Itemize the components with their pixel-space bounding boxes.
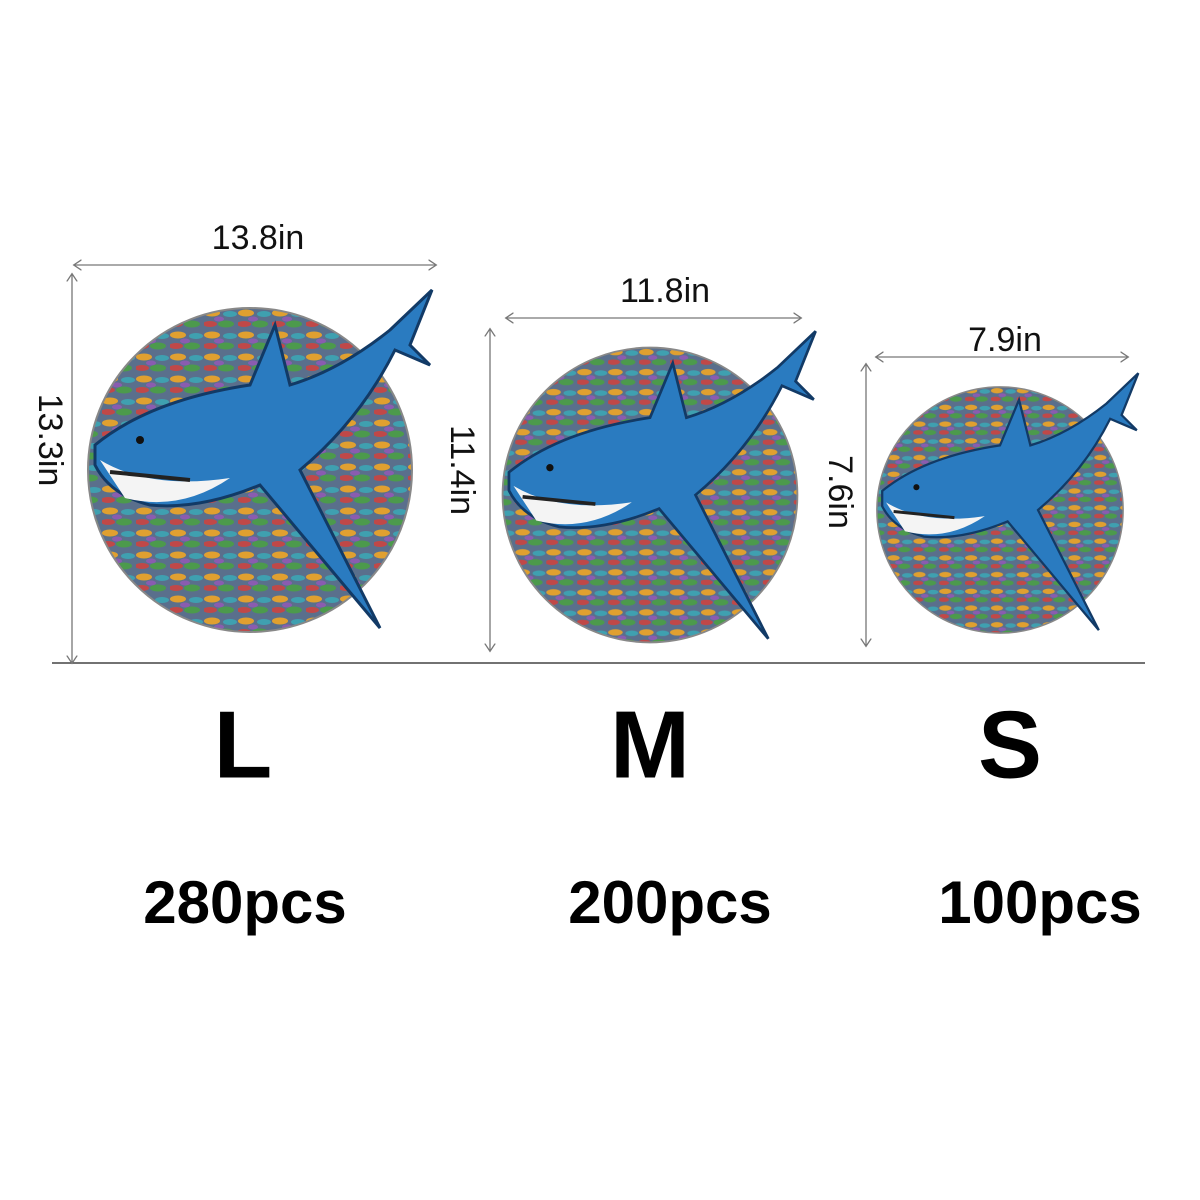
- height-label: 7.6in: [821, 455, 859, 529]
- puzzle-image: [875, 371, 1140, 635]
- pieces-label: 200pcs: [568, 869, 772, 936]
- size-label: M: [610, 691, 690, 798]
- pieces-label: 280pcs: [143, 869, 347, 936]
- puzzle-image: [86, 288, 434, 634]
- puzzle-image: [500, 329, 818, 645]
- size-label: L: [214, 691, 273, 798]
- height-label: 11.4in: [443, 425, 481, 515]
- width-label: 7.9in: [968, 321, 1042, 359]
- height-label: 13.3in: [31, 394, 69, 487]
- width-label: 11.8in: [620, 272, 710, 310]
- width-label: 13.8in: [212, 219, 305, 257]
- pieces-label: 100pcs: [938, 869, 1142, 936]
- size-label: S: [978, 691, 1042, 798]
